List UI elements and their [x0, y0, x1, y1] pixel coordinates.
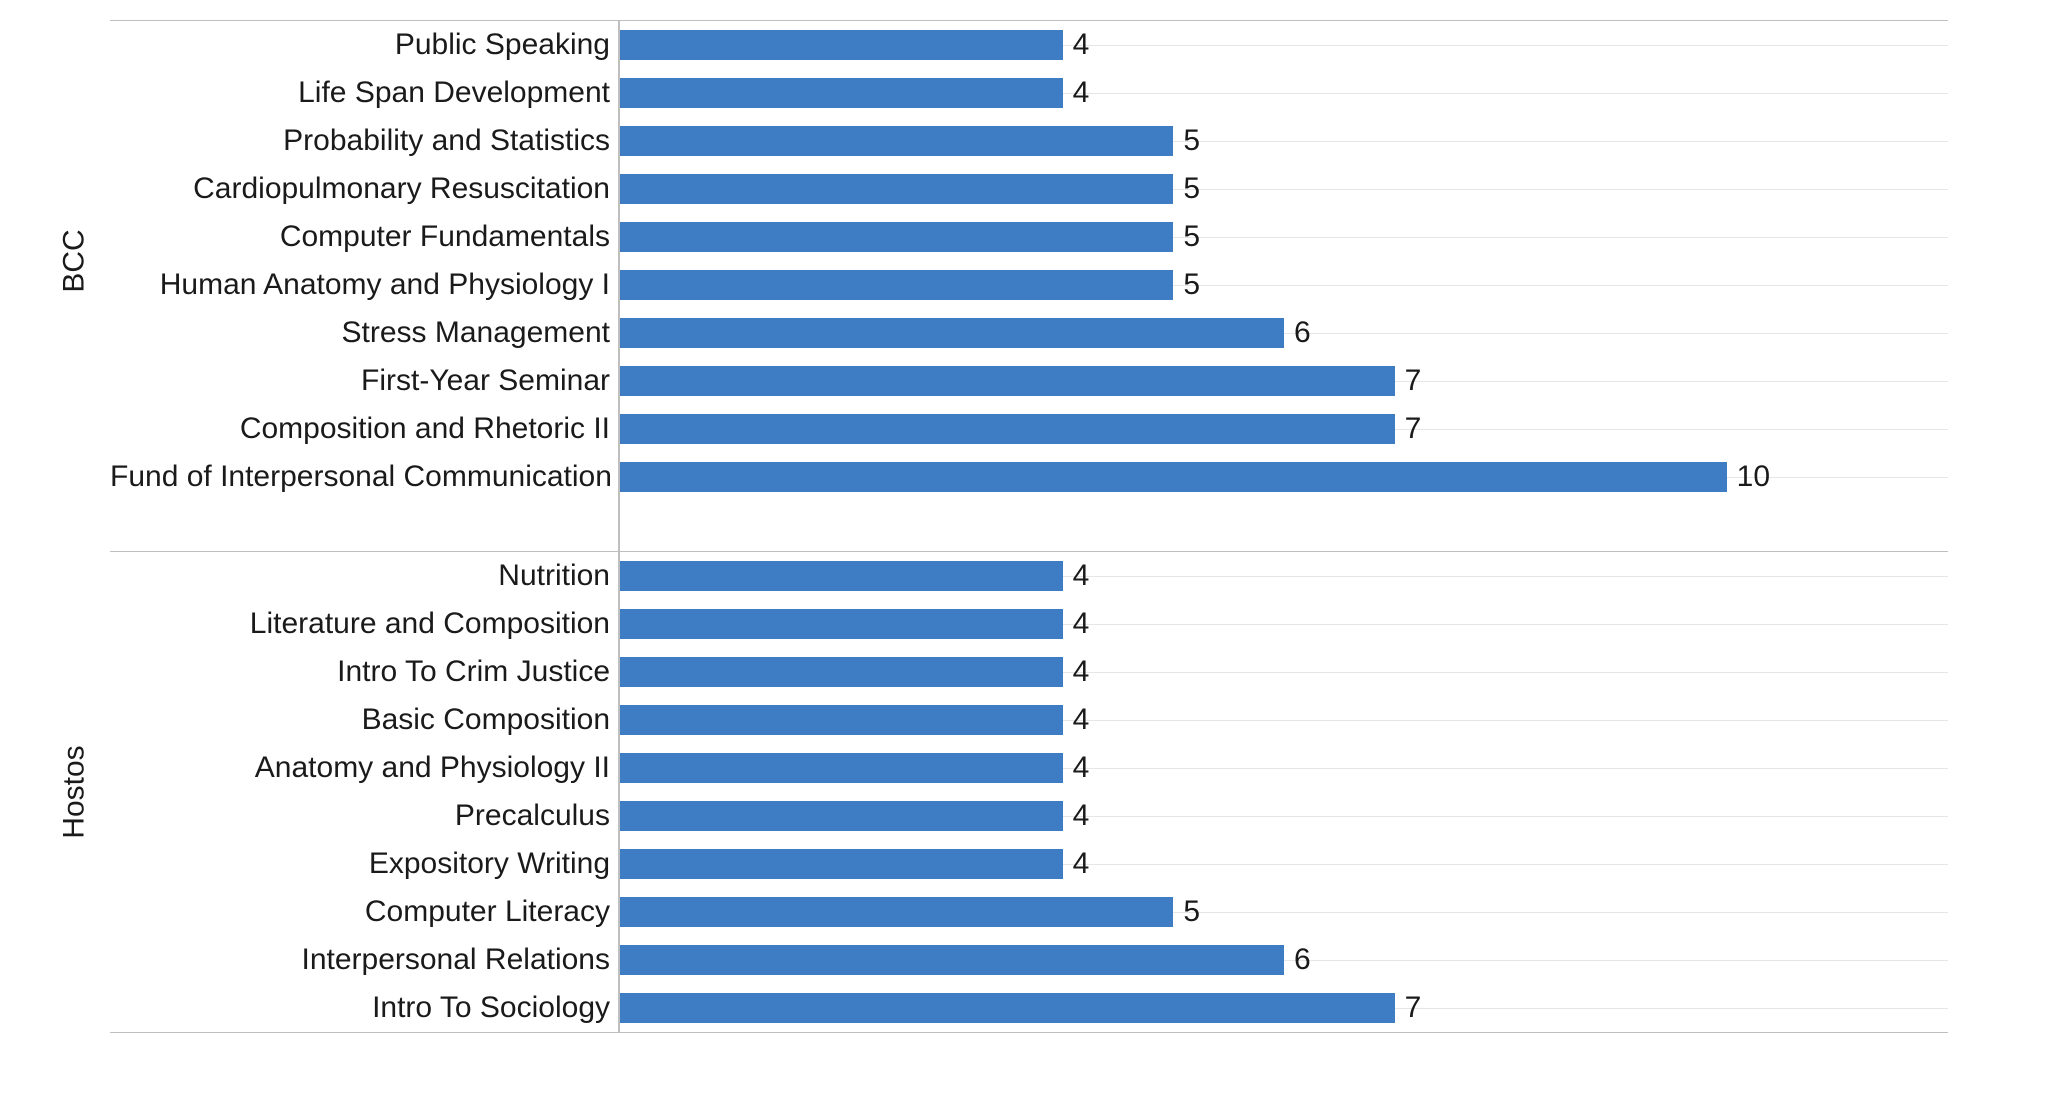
bar-value-label: 5 — [1183, 124, 1200, 158]
chart-row: Anatomy and Physiology II 4 — [110, 744, 1948, 792]
bar-value-label: 5 — [1183, 220, 1200, 254]
bar — [620, 174, 1173, 204]
bar-value-label: 4 — [1073, 703, 1090, 737]
bar — [620, 657, 1063, 687]
bar — [620, 126, 1173, 156]
chart-group: HostosNutrition4Literature and Compositi… — [40, 552, 1948, 1032]
bar — [620, 753, 1063, 783]
chart-row: Intro To Crim Justice 4 — [110, 648, 1948, 696]
chart-row: Literature and Composition 4 — [110, 600, 1948, 648]
bar-value-label: 5 — [1183, 172, 1200, 206]
bar-value-label: 7 — [1405, 991, 1422, 1025]
bar — [620, 462, 1727, 492]
bar — [620, 318, 1284, 348]
chart-row: Fund of Interpersonal Communication 10 — [110, 453, 1948, 501]
bar — [620, 897, 1173, 927]
chart-row: Intro To Sociology 7 — [110, 984, 1948, 1032]
chart-row: Interpersonal Relations 6 — [110, 936, 1948, 984]
row-label: Literature and Composition — [110, 607, 618, 641]
bar-value-label: 4 — [1073, 751, 1090, 785]
bar — [620, 609, 1063, 639]
row-label: First-Year Seminar — [110, 364, 618, 398]
bar — [620, 270, 1173, 300]
bar-value-label: 4 — [1073, 607, 1090, 641]
row-label: Life Span Development — [110, 76, 618, 110]
bar — [620, 561, 1063, 591]
row-label: Basic Composition — [110, 703, 618, 737]
bar-value-label: 6 — [1294, 943, 1311, 977]
row-label: Cardiopulmonary Resuscitation — [110, 172, 618, 206]
row-label: Composition and Rhetoric II — [110, 412, 618, 446]
bar — [620, 945, 1284, 975]
chart-row: Public Speaking 4 — [110, 21, 1948, 69]
bar-value-label: 10 — [1737, 460, 1770, 494]
chart-row: Life Span Development 4 — [110, 69, 1948, 117]
chart-row: Computer Fundamentals 5 — [110, 213, 1948, 261]
bar-value-label: 4 — [1073, 799, 1090, 833]
chart-group: BCCPublic Speaking4Life Span Development… — [40, 21, 1948, 501]
bar — [620, 801, 1063, 831]
row-label: Fund of Interpersonal Communication — [110, 460, 618, 494]
row-label: Computer Literacy — [110, 895, 618, 929]
grouped-horizontal-bar-chart: BCCPublic Speaking4Life Span Development… — [0, 0, 2048, 1110]
row-label: Intro To Sociology — [110, 991, 618, 1025]
bar-value-label: 4 — [1073, 847, 1090, 881]
group-label: BCC — [58, 229, 92, 292]
bar — [620, 414, 1395, 444]
row-label: Public Speaking — [110, 28, 618, 62]
row-label: Human Anatomy and Physiology I — [110, 268, 618, 302]
bar — [620, 78, 1063, 108]
chart-row: Computer Literacy 5 — [110, 888, 1948, 936]
bar-value-label: 5 — [1183, 268, 1200, 302]
bar-value-label: 4 — [1073, 76, 1090, 110]
row-label: Expository Writing — [110, 847, 618, 881]
chart-row: Human Anatomy and Physiology I 5 — [110, 261, 1948, 309]
bar — [620, 366, 1395, 396]
bar — [620, 849, 1063, 879]
group-label: Hostos — [58, 745, 92, 838]
row-label: Nutrition — [110, 559, 618, 593]
chart-row: Probability and Statistics 5 — [110, 117, 1948, 165]
row-label: Anatomy and Physiology II — [110, 751, 618, 785]
bar-value-label: 4 — [1073, 559, 1090, 593]
bar — [620, 30, 1063, 60]
row-label: Probability and Statistics — [110, 124, 618, 158]
bar-value-label: 6 — [1294, 316, 1311, 350]
chart-row: Stress Management 6 — [110, 309, 1948, 357]
bar-value-label: 5 — [1183, 895, 1200, 929]
chart-row: Nutrition 4 — [110, 552, 1948, 600]
bar-value-label: 4 — [1073, 655, 1090, 689]
row-label: Computer Fundamentals — [110, 220, 618, 254]
bar-value-label: 7 — [1405, 364, 1422, 398]
chart-row: Composition and Rhetoric II 7 — [110, 405, 1948, 453]
row-label: Intro To Crim Justice — [110, 655, 618, 689]
chart-row: Precalculus 4 — [110, 792, 1948, 840]
row-label: Precalculus — [110, 799, 618, 833]
bar-value-label: 7 — [1405, 412, 1422, 446]
bar — [620, 993, 1395, 1023]
chart-row: Expository Writing 4 — [110, 840, 1948, 888]
bar — [620, 705, 1063, 735]
row-label: Interpersonal Relations — [110, 943, 618, 977]
chart-row: Cardiopulmonary Resuscitation 5 — [110, 165, 1948, 213]
chart-row: First-Year Seminar 7 — [110, 357, 1948, 405]
chart-row: Basic Composition 4 — [110, 696, 1948, 744]
bar-value-label: 4 — [1073, 28, 1090, 62]
row-label: Stress Management — [110, 316, 618, 350]
bar — [620, 222, 1173, 252]
